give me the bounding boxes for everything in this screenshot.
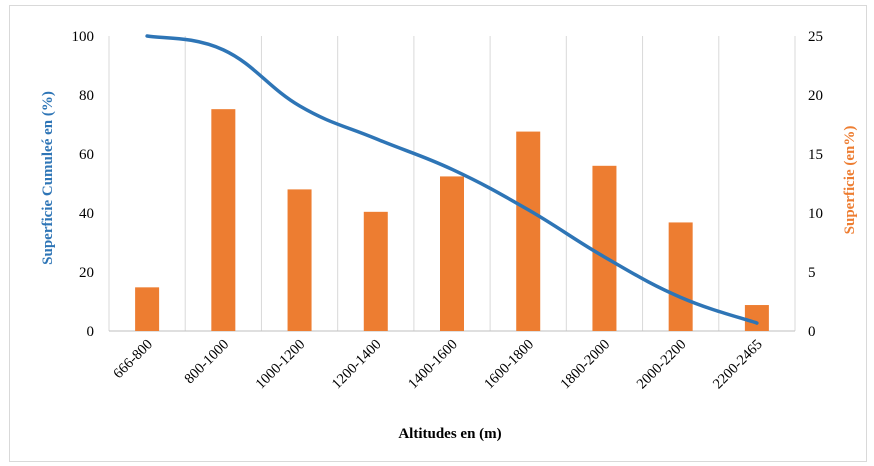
left-tick-label: 80: [79, 88, 94, 104]
right-axis-title: Superficie (en%): [842, 126, 858, 235]
right-tick-label: 10: [808, 206, 823, 222]
bar-1600-1800: [516, 131, 541, 331]
category-label: 1000-1200: [253, 337, 309, 393]
left-tick-label: 60: [79, 147, 94, 163]
bar-1000-1200: [287, 189, 312, 331]
category-label: 2000-2200: [634, 337, 690, 393]
bar-series: [135, 109, 769, 331]
category-label: 666-800: [110, 337, 155, 382]
right-tick-label: 0: [808, 324, 816, 340]
right-tick-label: 5: [808, 265, 816, 281]
left-tick-label: 20: [79, 265, 94, 281]
bar-1400-1600: [440, 176, 464, 331]
left-tick-label: 0: [87, 324, 95, 340]
bar-1200-1400: [363, 211, 388, 331]
cumulative-line: [145, 34, 759, 325]
category-label: 2200-2465: [710, 337, 766, 393]
left-axis-ticks: 0 20 40 60 80 100: [72, 29, 95, 340]
bar-1800-2000: [592, 165, 617, 331]
bar-800-1000: [211, 109, 236, 331]
bar-2000-2200: [668, 222, 693, 331]
right-axis-ticks: 0 5 10 15 20 25: [808, 29, 823, 340]
category-labels: 666-800 800-1000 1000-1200 1200-1400 1400-16…: [110, 337, 765, 393]
bar-666-800: [135, 287, 160, 331]
chart-frame: [9, 5, 867, 462]
right-tick-label: 25: [808, 29, 823, 45]
right-tick-label: 20: [808, 88, 823, 104]
bar-2200-2465: [744, 305, 769, 331]
category-label: 1200-1400: [329, 337, 385, 393]
left-tick-label: 40: [79, 206, 94, 222]
line-series: [145, 34, 759, 325]
x-axis-title: Altitudes en (m): [398, 426, 501, 442]
category-label: 800-1000: [182, 337, 233, 388]
category-label: 1800-2000: [558, 337, 614, 393]
category-label: 1400-1600: [405, 337, 461, 393]
right-tick-label: 15: [808, 147, 823, 163]
left-axis-title: Superficie Cumuleé en (%): [40, 91, 56, 265]
left-tick-label: 100: [72, 29, 95, 45]
category-label: 1600-1800: [481, 337, 537, 393]
